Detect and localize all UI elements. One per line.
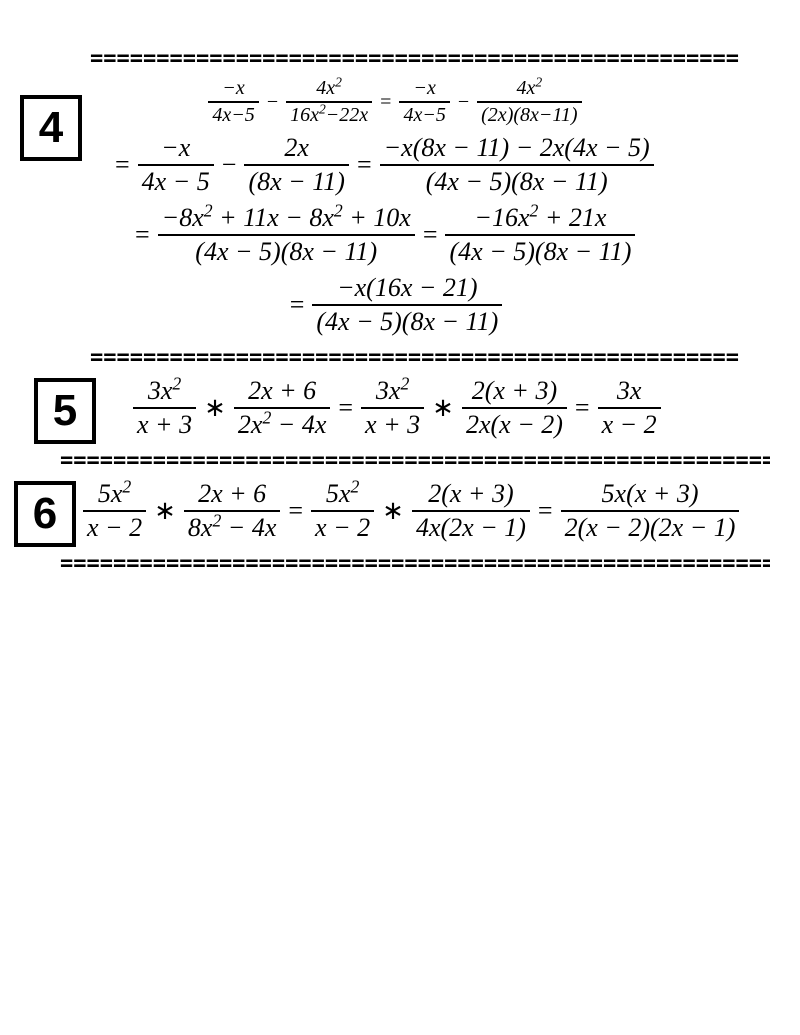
equals-op: = [110, 150, 135, 180]
problem-6-block: 6 5x2 x − 2 ∗ 2x + 6 8x2 − 4x = 5x2 x − … [20, 479, 770, 543]
numerator: 3x2 [133, 376, 196, 409]
denominator: 2x(x − 2) [462, 409, 567, 440]
denominator: 2x2 − 4x [234, 409, 330, 440]
times-op: ∗ [199, 393, 231, 423]
numerator: 4x2 [286, 77, 372, 103]
denominator: (4x − 5)(8x − 11) [158, 236, 415, 267]
numerator: −x(8x − 11) − 2x(4x − 5) [380, 133, 654, 166]
p4-line2: = −x 4x − 5 − 2x (8x − 11) = −x(8x − 11)… [20, 133, 770, 197]
p4-line3: = −8x2 + 11x − 8x2 + 10x (4x − 5)(8x − 1… [20, 203, 770, 267]
problem-5-label: 5 [34, 378, 96, 444]
numerator: −16x2 + 21x [445, 203, 635, 236]
frac: 5x2 x − 2 [83, 479, 146, 543]
problem-5-block: 5 3x2 x + 3 ∗ 2x + 6 2x2 − 4x = 3x2 x + … [20, 376, 770, 440]
equals-op: = [570, 393, 595, 423]
frac: −16x2 + 21x (4x − 5)(8x − 11) [445, 203, 635, 267]
numerator: 5x2 [311, 479, 374, 512]
p6-line1: 5x2 x − 2 ∗ 2x + 6 8x2 − 4x = 5x2 x − 2 … [20, 479, 770, 543]
divider-mid2: ========================================… [60, 448, 770, 473]
equals-op: = [352, 150, 377, 180]
frac: −x(16x − 21) (4x − 5)(8x − 11) [312, 273, 502, 337]
frac: 5x2 x − 2 [311, 479, 374, 543]
equals-op: = [283, 496, 308, 526]
problem-6-math: 5x2 x − 2 ∗ 2x + 6 8x2 − 4x = 5x2 x − 2 … [20, 479, 770, 543]
divider-top: ========================================… [90, 46, 770, 71]
numerator: 2x + 6 [234, 376, 330, 409]
denominator: 8x2 − 4x [184, 512, 280, 543]
times-op: ∗ [377, 496, 409, 526]
frac: 2(x + 3) 4x(2x − 1) [412, 479, 530, 543]
problem-4-label: 4 [20, 95, 82, 161]
equals-op: = [333, 393, 358, 423]
frac: 2x + 6 8x2 − 4x [184, 479, 280, 543]
times-op: ∗ [427, 393, 459, 423]
denominator: (4x − 5)(8x − 11) [445, 236, 635, 267]
frac: 4x2 (2x)(8x−11) [477, 77, 581, 127]
equals-op: = [418, 220, 443, 250]
frac: −x 4x−5 [399, 77, 449, 127]
frac: 2x (8x − 11) [244, 133, 349, 197]
frac: 3x2 x + 3 [361, 376, 424, 440]
numerator: −x [208, 77, 258, 103]
numerator: 3x [598, 376, 661, 409]
problem-5-math: 3x2 x + 3 ∗ 2x + 6 2x2 − 4x = 3x2 x + 3 … [20, 376, 770, 440]
math-worksheet-page: ========================================… [0, 0, 800, 622]
minus-op: − [453, 91, 474, 114]
numerator: −x [399, 77, 449, 103]
numerator: 2x + 6 [184, 479, 280, 512]
minus-op: − [217, 150, 242, 180]
frac: −x 4x − 5 [138, 133, 214, 197]
frac: 3x x − 2 [598, 376, 661, 440]
p4-line1: −x 4x−5 − 4x2 16x2−22x = −x 4x−5 − 4x2 (… [20, 77, 770, 127]
numerator: 2x [244, 133, 349, 166]
divider-mid1: ========================================… [90, 345, 770, 370]
p4-line4: = −x(16x − 21) (4x − 5)(8x − 11) [20, 273, 770, 337]
equals-op: = [130, 220, 155, 250]
numerator: 2(x + 3) [412, 479, 530, 512]
numerator: −x [138, 133, 214, 166]
denominator: 4x − 5 [138, 166, 214, 197]
divider-bottom: ========================================… [60, 551, 770, 576]
problem-6-label: 6 [14, 481, 76, 547]
denominator: (4x − 5)(8x − 11) [312, 306, 502, 337]
frac: −x(8x − 11) − 2x(4x − 5) (4x − 5)(8x − 1… [380, 133, 654, 197]
problem-4-block: 4 −x 4x−5 − 4x2 16x2−22x = −x 4x−5 − [20, 77, 770, 337]
denominator: x − 2 [83, 512, 146, 543]
denominator: 4x−5 [208, 103, 258, 127]
denominator: 4x−5 [399, 103, 449, 127]
numerator: 3x2 [361, 376, 424, 409]
numerator: 2(x + 3) [462, 376, 567, 409]
numerator: −8x2 + 11x − 8x2 + 10x [158, 203, 415, 236]
frac: 3x2 x + 3 [133, 376, 196, 440]
equals-op: = [375, 91, 396, 114]
p5-line1: 3x2 x + 3 ∗ 2x + 6 2x2 − 4x = 3x2 x + 3 … [20, 376, 770, 440]
frac: 2(x + 3) 2x(x − 2) [462, 376, 567, 440]
denominator: (8x − 11) [244, 166, 349, 197]
minus-op: − [262, 91, 283, 114]
numerator: −x(16x − 21) [312, 273, 502, 306]
numerator: 5x(x + 3) [561, 479, 740, 512]
frac: 4x2 16x2−22x [286, 77, 372, 127]
equals-op: = [285, 290, 310, 320]
denominator: 4x(2x − 1) [412, 512, 530, 543]
denominator: (2x)(8x−11) [477, 103, 581, 127]
denominator: 2(x − 2)(2x − 1) [561, 512, 740, 543]
equals-op: = [533, 496, 558, 526]
numerator: 4x2 [477, 77, 581, 103]
frac: −x 4x−5 [208, 77, 258, 127]
numerator: 5x2 [83, 479, 146, 512]
denominator: x + 3 [133, 409, 196, 440]
denominator: (4x − 5)(8x − 11) [380, 166, 654, 197]
times-op: ∗ [149, 496, 181, 526]
denominator: 16x2−22x [286, 103, 372, 127]
frac: 5x(x + 3) 2(x − 2)(2x − 1) [561, 479, 740, 543]
denominator: x − 2 [311, 512, 374, 543]
frac: −8x2 + 11x − 8x2 + 10x (4x − 5)(8x − 11) [158, 203, 415, 267]
problem-4-math: −x 4x−5 − 4x2 16x2−22x = −x 4x−5 − 4x2 (… [20, 77, 770, 337]
denominator: x + 3 [361, 409, 424, 440]
denominator: x − 2 [598, 409, 661, 440]
frac: 2x + 6 2x2 − 4x [234, 376, 330, 440]
